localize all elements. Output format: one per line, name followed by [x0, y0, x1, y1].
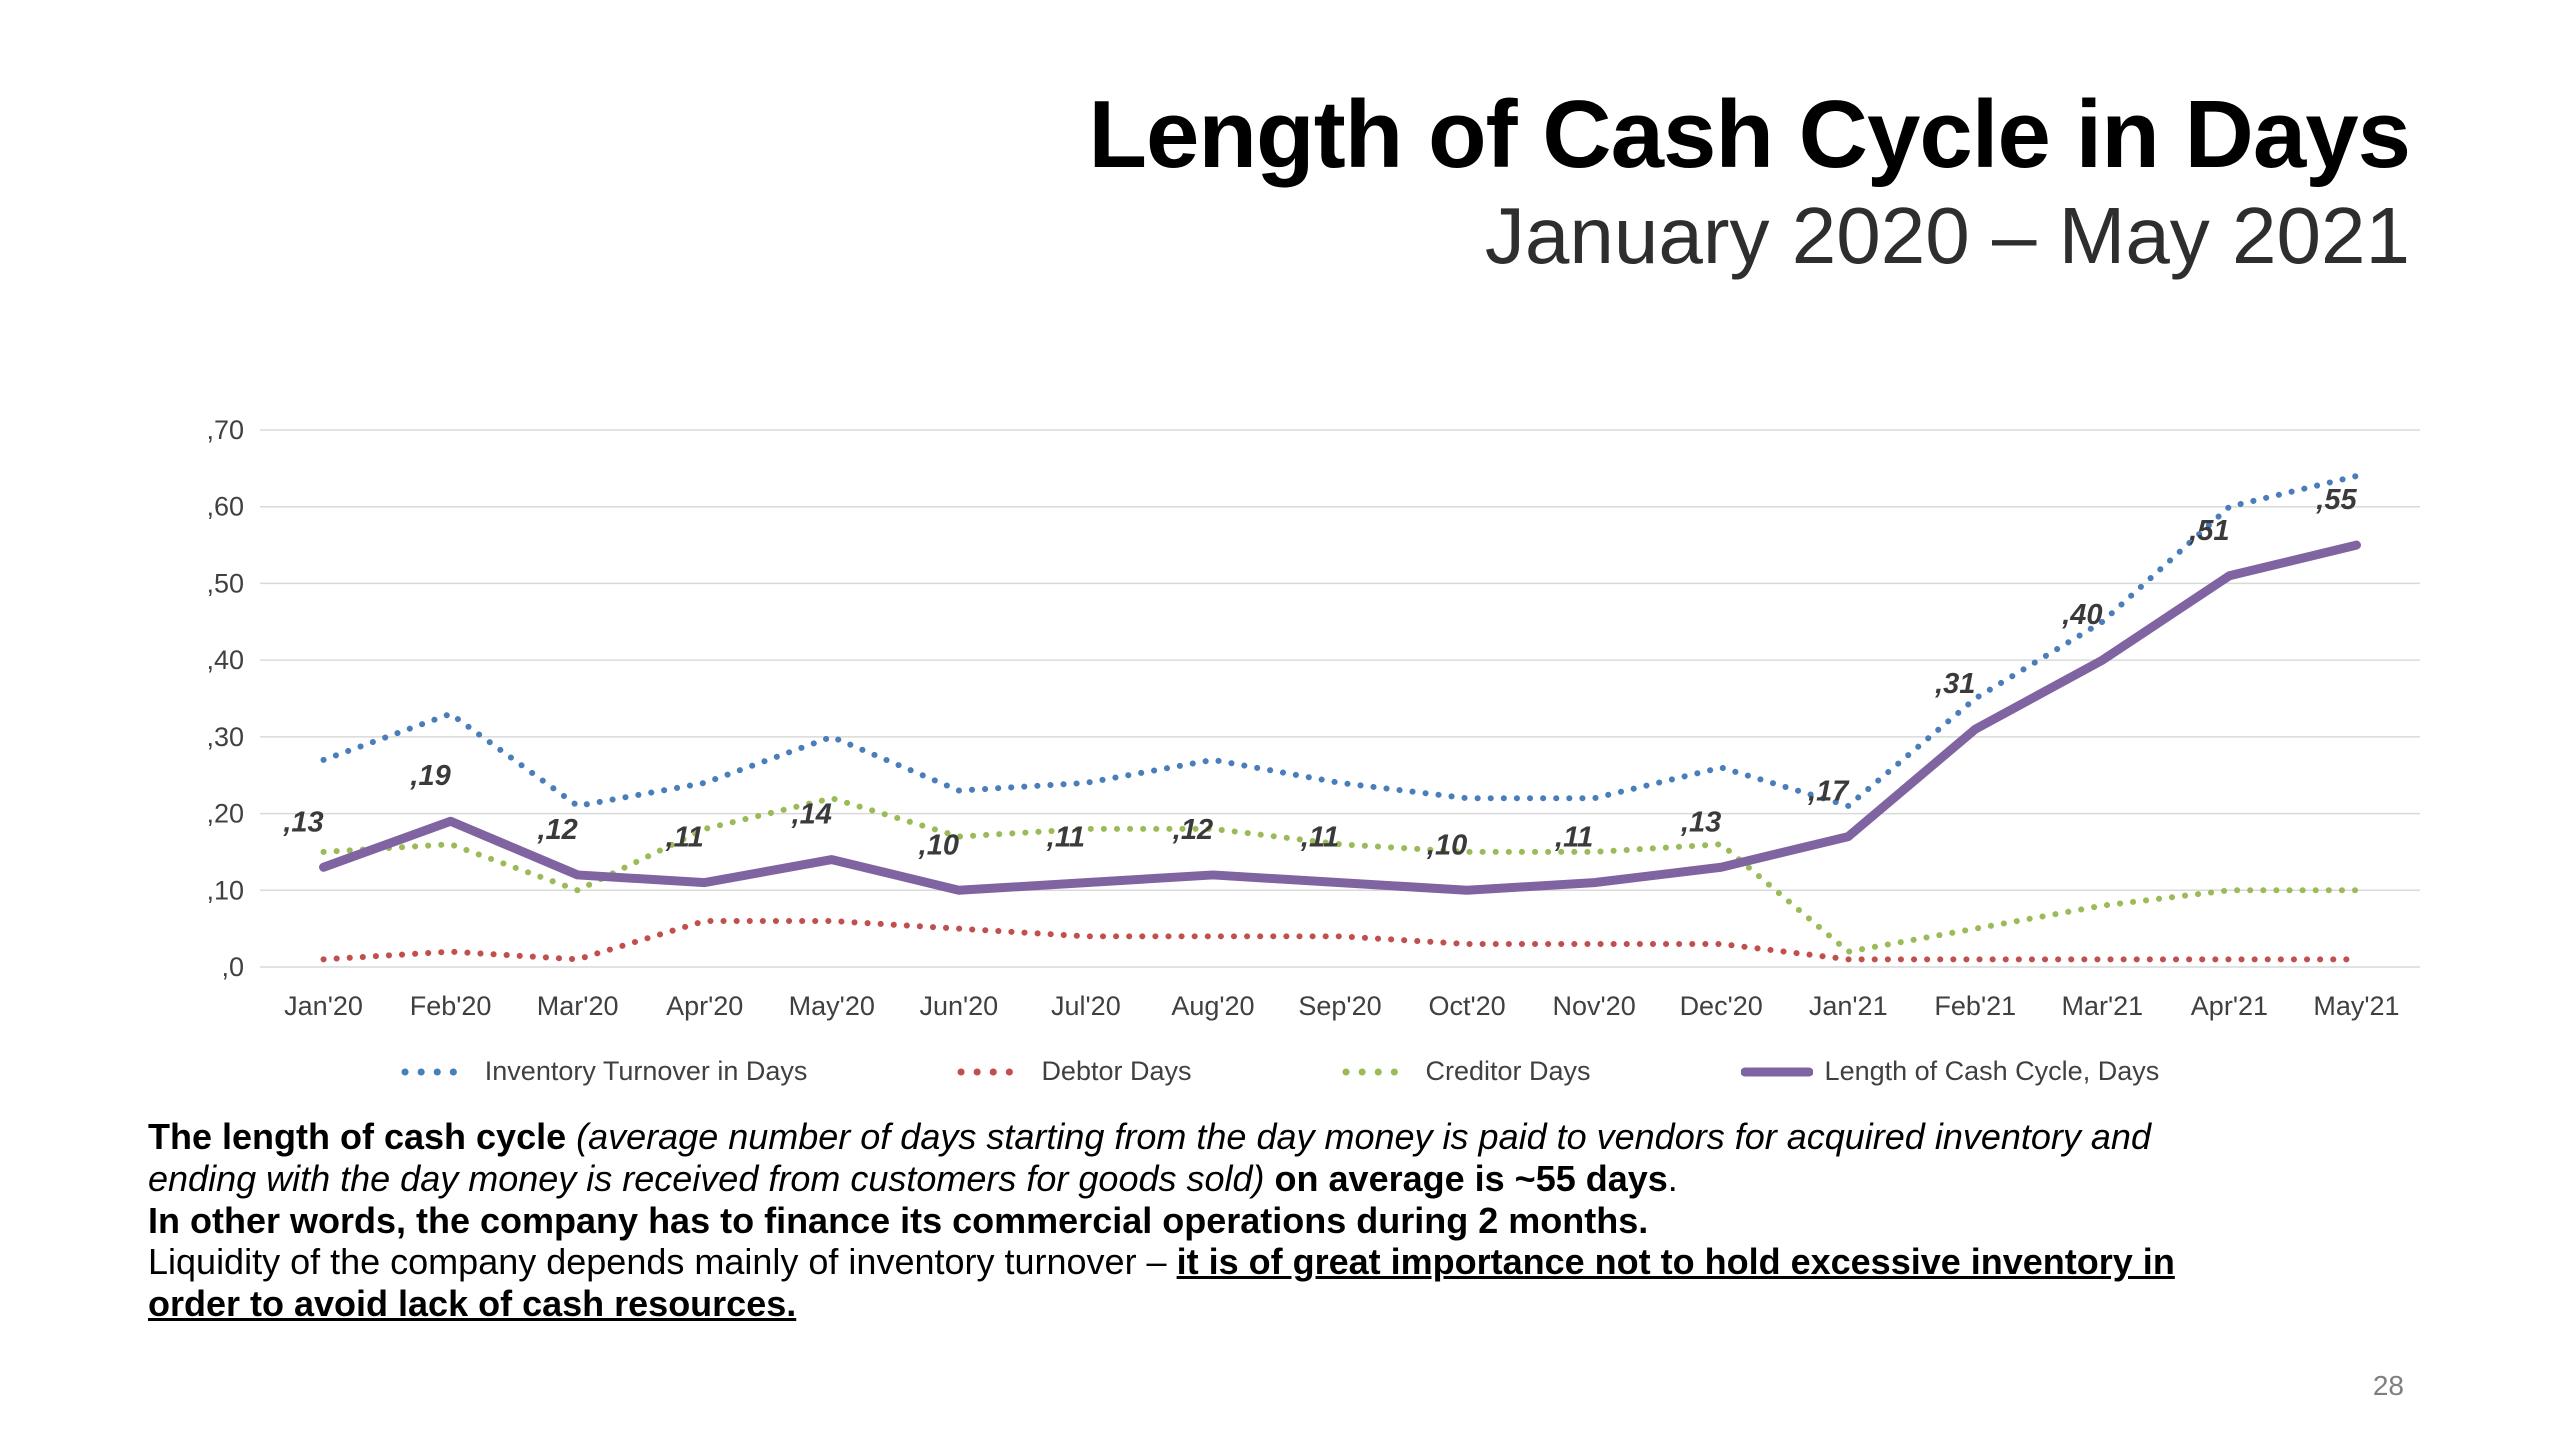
- chart-canvas: ,0 ,10 ,20 ,30 ,40 ,50 ,60 ,70 Jan'20 Feb'20 Mar'2…: [206, 415, 2420, 1021]
- legend-label: Inventory Turnover in Days: [484, 1056, 808, 1086]
- commentary-segment: it is of great importance not to hold ex…: [148, 1241, 2175, 1324]
- legend-marker-dots: [1342, 1068, 1413, 1075]
- commentary-paragraph: In other words, the company has to finan…: [148, 1200, 2228, 1242]
- data-label: ,10: [1426, 829, 1467, 861]
- commentary-paragraph: The length of cash cycle (average number…: [148, 1116, 2228, 1200]
- x-tick-label: Jan'20: [284, 991, 363, 1021]
- legend-item: Debtor Days: [957, 1056, 1192, 1087]
- y-tick-label: ,30: [206, 722, 244, 752]
- legend-item: Length of Cash Cycle, Days: [1740, 1056, 2160, 1087]
- gridlines: [260, 429, 2420, 968]
- x-tick-label: Feb'21: [1934, 991, 2016, 1021]
- legend-item: Inventory Turnover in Days: [401, 1056, 808, 1087]
- y-tick-label: ,0: [221, 952, 244, 982]
- x-tick-label: Oct'20: [1428, 991, 1505, 1021]
- x-tick-label: Jan'21: [1809, 991, 1888, 1021]
- y-tick-label: ,20: [206, 799, 244, 829]
- x-tick-label: Mar'20: [537, 991, 619, 1021]
- page-number: 28: [2372, 1370, 2404, 1401]
- commentary-segment: Liquidity of the company depends mainly …: [148, 1241, 1177, 1283]
- slide-subtitle: January 2020 – May 2021: [1484, 190, 2410, 280]
- commentary-text: The length of cash cycle (average number…: [148, 1116, 2228, 1325]
- y-tick-label: ,40: [206, 645, 244, 675]
- y-tick-label: ,60: [206, 492, 244, 522]
- x-tick-label: Jul'20: [1051, 991, 1121, 1021]
- chart-legend: Inventory Turnover in Days Debtor Days Cre…: [0, 1056, 2560, 1087]
- x-axis: Jan'20 Feb'20 Mar'20 Apr'20 May'20 Jun'20 Jul'…: [284, 991, 2399, 1021]
- series-inventory-turnover-in-days: [320, 473, 2360, 809]
- y-axis: ,0 ,10 ,20 ,30 ,40 ,50 ,60 ,70: [206, 415, 244, 982]
- x-tick-label: May'20: [789, 991, 875, 1021]
- commentary-segment: (average number of days starting from th…: [148, 1116, 2151, 1199]
- legend-marker-line: [1740, 1067, 1813, 1076]
- x-tick-label: Mar'21: [2062, 991, 2144, 1021]
- commentary-segment: The length of cash cycle: [148, 1116, 577, 1157]
- commentary-segment: .: [1667, 1157, 1678, 1199]
- x-tick-label: Dec'20: [1680, 991, 1763, 1021]
- data-label: ,55: [2315, 484, 2357, 516]
- data-label: ,11: [1300, 822, 1339, 854]
- commentary-paragraph: Liquidity of the company depends mainly …: [148, 1241, 2228, 1325]
- data-label: ,19: [409, 760, 450, 792]
- data-label: ,13: [1680, 806, 1721, 838]
- title-block: Length of Cash Cycle in Days January 202…: [1088, 81, 2411, 280]
- series-creditor-days: [320, 795, 2360, 955]
- legend-label: Length of Cash Cycle, Days: [1824, 1056, 2160, 1086]
- data-label: ,10: [918, 829, 959, 861]
- series-line: [320, 473, 2360, 809]
- data-label: ,12: [1172, 814, 1213, 846]
- series-data-labels: ,13 ,19 ,12 ,11 ,14 ,10 ,11 ,12 ,11 ,10 ,11 ,13 ,17,…: [282, 484, 2357, 861]
- x-tick-label: Nov'20: [1553, 991, 1636, 1021]
- commentary-segment: on average is ~55 days: [1274, 1157, 1668, 1199]
- x-tick-label: Apr'21: [2191, 991, 2268, 1021]
- data-label: ,51: [2188, 515, 2229, 547]
- slide-title: Length of Cash Cycle in Days: [1088, 81, 2411, 188]
- series-line: [320, 917, 2360, 963]
- x-tick-label: Jun'20: [919, 991, 998, 1021]
- x-tick-label: Apr'20: [666, 991, 743, 1021]
- legend-label: Creditor Days: [1425, 1056, 1591, 1086]
- series-line: [320, 795, 2360, 955]
- series-length-of-cash-cycle-days: ,13 ,19 ,12 ,11 ,14 ,10 ,11 ,12 ,11 ,10 ,11 ,13 ,17,…: [282, 484, 2361, 895]
- commentary-segment: In other words, the company has to finan…: [148, 1199, 1649, 1241]
- legend-marker-dots: [401, 1068, 473, 1075]
- y-tick-label: ,50: [206, 568, 244, 598]
- data-label: ,11: [1554, 822, 1593, 854]
- data-label: ,14: [791, 799, 832, 831]
- x-tick-label: May'21: [2313, 991, 2399, 1021]
- cash-cycle-chart: ,0 ,10 ,20 ,30 ,40 ,50 ,60 ,70 Jan'20 Feb'20 Mar'2…: [120, 400, 2460, 1050]
- legend-item: Creditor Days: [1342, 1056, 1591, 1087]
- y-tick-label: ,70: [206, 415, 244, 445]
- legend-marker-dots: [957, 1068, 1029, 1075]
- data-label: ,17: [1807, 776, 1850, 808]
- x-tick-label: Feb'20: [410, 991, 492, 1021]
- series-line: [319, 540, 2361, 895]
- series-debtor-days: [320, 917, 2360, 963]
- legend-label: Debtor Days: [1041, 1056, 1192, 1086]
- data-label: ,11: [1046, 822, 1085, 854]
- data-label: ,40: [2061, 599, 2102, 631]
- x-tick-label: Sep'20: [1298, 991, 1381, 1021]
- data-label: ,12: [536, 814, 577, 846]
- data-label: ,31: [1934, 668, 1975, 700]
- x-tick-label: Aug'20: [1171, 991, 1254, 1021]
- data-label: ,13: [282, 806, 323, 838]
- y-tick-label: ,10: [206, 875, 244, 905]
- data-label: ,11: [665, 822, 704, 854]
- commentary-segment: [1265, 1158, 1275, 1199]
